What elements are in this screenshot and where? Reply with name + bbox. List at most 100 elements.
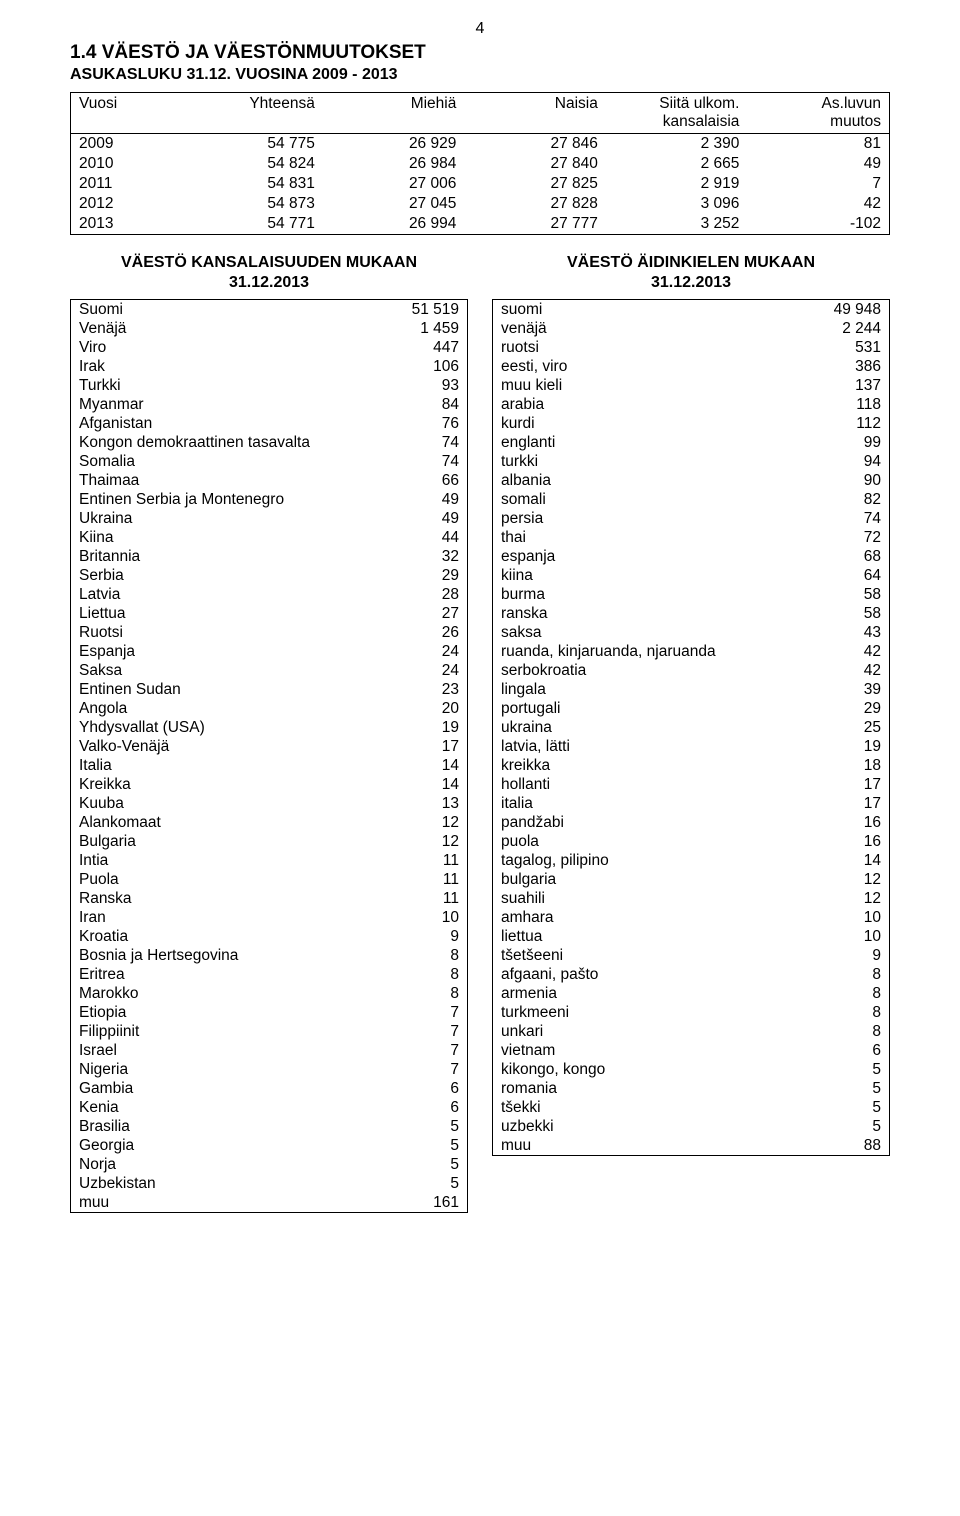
table-row: romania5 (493, 1079, 890, 1098)
row-value: 51 519 (371, 300, 468, 320)
row-label: saksa (493, 623, 794, 642)
row-value: 72 (793, 528, 890, 547)
row-value: 6 (793, 1041, 890, 1060)
table-row: Myanmar84 (71, 395, 468, 414)
row-value: 8 (793, 984, 890, 1003)
row-value: 447 (371, 338, 468, 357)
row-label: amhara (493, 908, 794, 927)
language-title-line1: VÄESTÖ ÄIDINKIELEN MUKAAN (567, 254, 815, 271)
row-label: pandžabi (493, 813, 794, 832)
row-label: Suomi (71, 300, 372, 320)
row-label: suomi (493, 300, 794, 320)
row-label: Bulgaria (71, 832, 372, 851)
row-label: turkki (493, 452, 794, 471)
page-root: 4 1.4 VÄESTÖ JA VÄESTÖNMUUTOKSET ASUKASL… (0, 0, 960, 1253)
language-title-line2: 31.12.2013 (651, 274, 731, 291)
row-value: 14 (793, 851, 890, 870)
row-label: ruanda, kinjaruanda, njaruanda (493, 642, 794, 661)
row-label: Puola (71, 870, 372, 889)
table-row: tagalog, pilipino14 (493, 851, 890, 870)
table-row: unkari8 (493, 1022, 890, 1041)
table-row: Bulgaria12 (71, 832, 468, 851)
row-value: 68 (793, 547, 890, 566)
row-value: 99 (793, 433, 890, 452)
col-vuosi: Vuosi (71, 93, 182, 134)
row-value: 44 (371, 528, 468, 547)
row-value: 74 (793, 509, 890, 528)
row-value: 74 (371, 433, 468, 452)
row-label: Uzbekistan (71, 1174, 372, 1193)
table-row: muu kieli137 (493, 376, 890, 395)
table-row: Entinen Serbia ja Montenegro49 (71, 490, 468, 509)
row-label: bulgaria (493, 870, 794, 889)
row-label: muu (493, 1136, 794, 1156)
col-naisia: Naisia (464, 93, 606, 134)
row-label: Yhdysvallat (USA) (71, 718, 372, 737)
row-label: puola (493, 832, 794, 851)
row-value: 5 (371, 1117, 468, 1136)
table-cell: 3 252 (606, 214, 748, 235)
row-value: 5 (793, 1117, 890, 1136)
row-value: 29 (371, 566, 468, 585)
table-cell: 26 984 (323, 154, 465, 174)
table-cell: 54 824 (181, 154, 323, 174)
table-row: Liettua27 (71, 604, 468, 623)
row-label: kreikka (493, 756, 794, 775)
row-label: ruotsi (493, 338, 794, 357)
row-value: 12 (371, 832, 468, 851)
table-row: suahili12 (493, 889, 890, 908)
nationality-title-line1: VÄESTÖ KANSALAISUUDEN MUKAAN (121, 254, 417, 271)
row-label: Turkki (71, 376, 372, 395)
table-cell: -102 (747, 214, 889, 235)
row-label: arabia (493, 395, 794, 414)
row-value: 8 (371, 946, 468, 965)
table-row: Ruotsi26 (71, 623, 468, 642)
row-value: 32 (371, 547, 468, 566)
table-row: kiina64 (493, 566, 890, 585)
row-value: 6 (371, 1098, 468, 1117)
row-label: kiina (493, 566, 794, 585)
table-row: serbokroatia42 (493, 661, 890, 680)
table-row: Kreikka14 (71, 775, 468, 794)
row-label: ukraina (493, 718, 794, 737)
table-cell: 2 390 (606, 134, 748, 155)
row-value: 12 (793, 870, 890, 889)
row-value: 74 (371, 452, 468, 471)
table-row: liettua10 (493, 927, 890, 946)
table-row: somali82 (493, 490, 890, 509)
row-value: 28 (371, 585, 468, 604)
row-value: 29 (793, 699, 890, 718)
table-row: puola16 (493, 832, 890, 851)
row-label: Gambia (71, 1079, 372, 1098)
row-value: 39 (793, 680, 890, 699)
row-value: 26 (371, 623, 468, 642)
table-row: Marokko8 (71, 984, 468, 1003)
row-value: 13 (371, 794, 468, 813)
row-value: 27 (371, 604, 468, 623)
row-value: 12 (371, 813, 468, 832)
table-cell: 2010 (71, 154, 182, 174)
row-label: Kongon demokraattinen tasavalta (71, 433, 372, 452)
population-table-body: 200954 77526 92927 8462 39081201054 8242… (71, 134, 890, 235)
table-row: pandžabi16 (493, 813, 890, 832)
row-label: Serbia (71, 566, 372, 585)
table-row: Valko-Venäjä17 (71, 737, 468, 756)
row-value: 88 (793, 1136, 890, 1156)
table-cell: 2 665 (606, 154, 748, 174)
row-value: 17 (371, 737, 468, 756)
table-row: ukraina25 (493, 718, 890, 737)
row-label: Latvia (71, 585, 372, 604)
table-row: albania90 (493, 471, 890, 490)
table-cell: 27 825 (464, 174, 606, 194)
row-value: 17 (793, 775, 890, 794)
nationality-column: VÄESTÖ KANSALAISUUDEN MUKAAN 31.12.2013 … (70, 253, 468, 1213)
row-value: 17 (793, 794, 890, 813)
row-value: 5 (371, 1136, 468, 1155)
table-row: Entinen Sudan23 (71, 680, 468, 699)
col-ulkom: Siitä ulkom. kansalaisia (606, 93, 748, 134)
row-label: Thaimaa (71, 471, 372, 490)
table-cell: 27 006 (323, 174, 465, 194)
table-row: portugali29 (493, 699, 890, 718)
table-row: latvia, lätti19 (493, 737, 890, 756)
row-value: 16 (793, 813, 890, 832)
